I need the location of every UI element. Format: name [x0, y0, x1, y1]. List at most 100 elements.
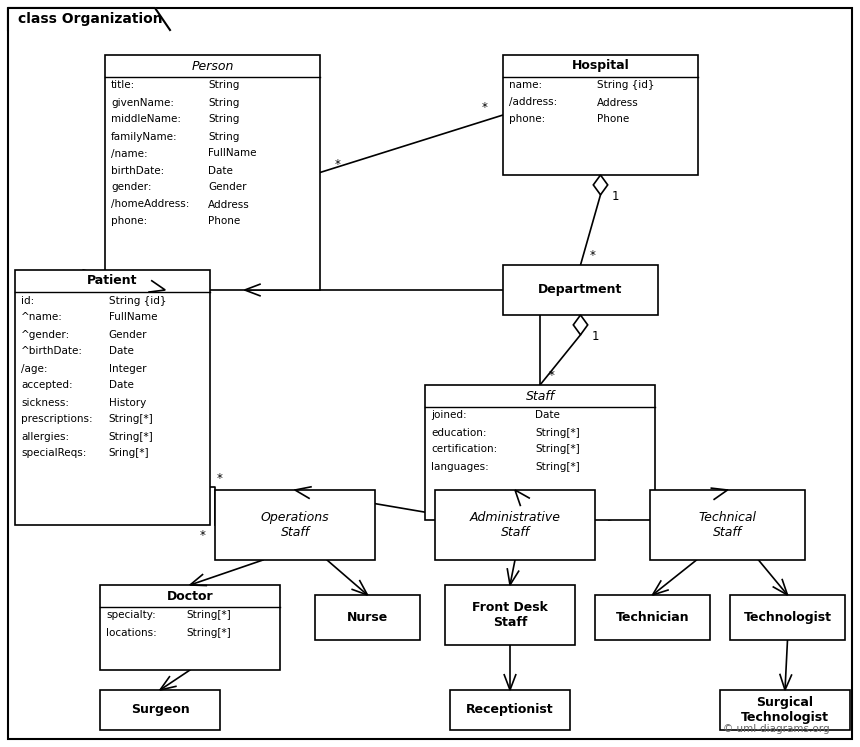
Text: Technologist: Technologist: [744, 611, 832, 624]
Text: Integer: Integer: [108, 364, 146, 374]
Text: /address:: /address:: [509, 98, 557, 108]
Text: String {id}: String {id}: [597, 81, 654, 90]
Text: Front Desk
Staff: Front Desk Staff: [472, 601, 548, 629]
Text: String[*]: String[*]: [108, 415, 153, 424]
Text: /age:: /age:: [21, 364, 47, 374]
Bar: [503, 55, 698, 175]
Text: 1: 1: [592, 330, 599, 344]
Bar: [503, 265, 658, 315]
Text: birthDate:: birthDate:: [111, 166, 164, 176]
Text: phone:: phone:: [111, 217, 147, 226]
Text: Surgeon: Surgeon: [131, 704, 189, 716]
Text: String[*]: String[*]: [536, 462, 580, 471]
Text: Surgical
Technologist: Surgical Technologist: [741, 696, 829, 724]
Text: accepted:: accepted:: [21, 380, 72, 391]
Text: FullName: FullName: [108, 312, 157, 323]
Bar: [315, 595, 420, 640]
Text: /name:: /name:: [111, 149, 148, 158]
Text: *: *: [482, 101, 488, 114]
Text: String: String: [208, 81, 240, 90]
Text: © uml-diagrams.org: © uml-diagrams.org: [723, 724, 830, 734]
Bar: [720, 690, 850, 730]
Bar: [445, 585, 575, 645]
Bar: [730, 595, 845, 640]
Text: Staff: Staff: [525, 389, 555, 403]
Text: Nurse: Nurse: [347, 611, 388, 624]
Text: *: *: [335, 158, 341, 171]
Text: String[*]: String[*]: [187, 627, 231, 637]
Text: name:: name:: [509, 81, 542, 90]
Text: ^name:: ^name:: [21, 312, 63, 323]
Text: Date: Date: [536, 411, 560, 421]
Text: prescriptions:: prescriptions:: [21, 415, 93, 424]
Bar: [450, 690, 570, 730]
Text: String: String: [208, 131, 240, 141]
Text: languages:: languages:: [431, 462, 488, 471]
Text: class Organization: class Organization: [18, 12, 163, 26]
Text: id:: id:: [21, 296, 34, 306]
Text: allergies:: allergies:: [21, 432, 69, 441]
Text: Operations
Staff: Operations Staff: [261, 511, 329, 539]
Text: joined:: joined:: [431, 411, 467, 421]
Text: Address: Address: [597, 98, 638, 108]
Text: String {id}: String {id}: [108, 296, 166, 306]
Text: Date: Date: [108, 380, 133, 391]
Text: History: History: [108, 397, 146, 408]
Bar: [425, 385, 655, 520]
Text: certification:: certification:: [431, 444, 497, 454]
Text: Gender: Gender: [208, 182, 247, 193]
Bar: [435, 490, 595, 560]
Text: ^gender:: ^gender:: [21, 329, 71, 339]
Text: String[*]: String[*]: [108, 432, 153, 441]
Text: Doctor: Doctor: [167, 589, 213, 603]
Bar: [650, 490, 805, 560]
Text: String[*]: String[*]: [536, 427, 580, 438]
Text: Date: Date: [208, 166, 233, 176]
Polygon shape: [8, 8, 170, 30]
Text: *: *: [549, 368, 555, 382]
Text: FullName: FullName: [208, 149, 256, 158]
Text: education:: education:: [431, 427, 487, 438]
Text: Address: Address: [208, 199, 250, 209]
Text: Phone: Phone: [597, 114, 629, 125]
Text: String: String: [208, 98, 240, 108]
Text: String: String: [208, 114, 240, 125]
Text: Hospital: Hospital: [572, 60, 630, 72]
Text: String[*]: String[*]: [187, 610, 231, 621]
Text: ^birthDate:: ^birthDate:: [21, 347, 83, 356]
Bar: [100, 585, 280, 670]
Text: *: *: [200, 528, 206, 542]
Text: givenName:: givenName:: [111, 98, 174, 108]
Text: Date: Date: [108, 347, 133, 356]
Text: specialty:: specialty:: [106, 610, 156, 621]
Text: Department: Department: [538, 284, 623, 297]
Text: String[*]: String[*]: [536, 444, 580, 454]
Bar: [595, 595, 710, 640]
Text: Person: Person: [191, 60, 234, 72]
Text: Receptionist: Receptionist: [466, 704, 554, 716]
Text: *: *: [217, 472, 223, 486]
Text: *: *: [590, 249, 595, 261]
Bar: [215, 490, 375, 560]
Text: /homeAddress:: /homeAddress:: [111, 199, 189, 209]
Text: phone:: phone:: [509, 114, 545, 125]
Bar: [105, 55, 320, 290]
Text: gender:: gender:: [111, 182, 151, 193]
Text: Gender: Gender: [108, 329, 147, 339]
Text: Technician: Technician: [616, 611, 690, 624]
Text: Administrative
Staff: Administrative Staff: [470, 511, 561, 539]
Polygon shape: [574, 315, 587, 335]
Text: title:: title:: [111, 81, 135, 90]
Text: Patient: Patient: [87, 274, 138, 288]
Text: middleName:: middleName:: [111, 114, 181, 125]
Polygon shape: [593, 175, 608, 195]
Text: sickness:: sickness:: [21, 397, 69, 408]
Text: locations:: locations:: [106, 627, 157, 637]
Text: Sring[*]: Sring[*]: [108, 448, 150, 459]
Text: Technical
Staff: Technical Staff: [698, 511, 757, 539]
Bar: [100, 690, 220, 730]
Text: familyName:: familyName:: [111, 131, 178, 141]
Bar: [15, 270, 210, 525]
Text: specialReqs:: specialReqs:: [21, 448, 86, 459]
Text: 1: 1: [611, 190, 619, 203]
